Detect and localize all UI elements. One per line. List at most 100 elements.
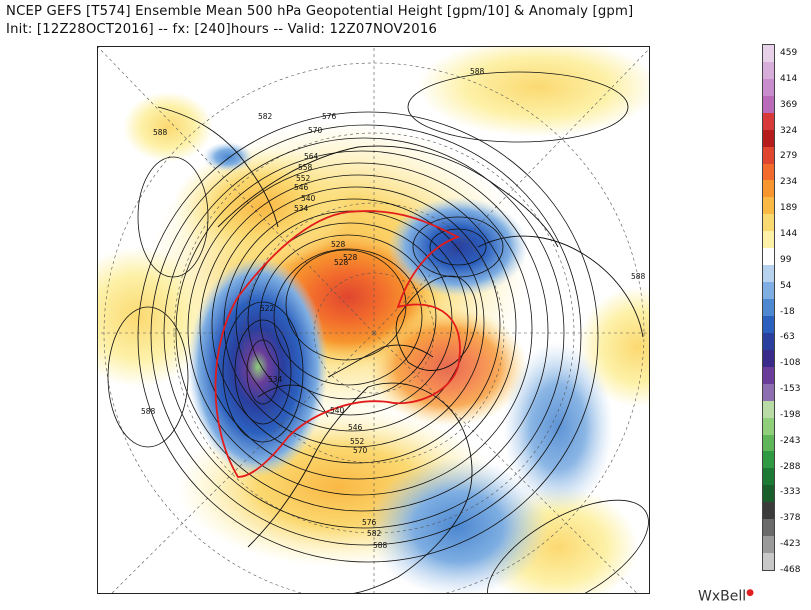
- colorbar-tick-label: -243: [780, 435, 801, 446]
- height-contour: [223, 198, 485, 448]
- chart-title: NCEP GEFS [T574] Ensemble Mean 500 hPa G…: [6, 4, 634, 19]
- brand-name: WxBell: [698, 588, 747, 605]
- meridian: [373, 48, 649, 334]
- height-contour-low: [412, 216, 504, 278]
- colorbar-segment: [763, 112, 774, 131]
- chart-subtitle: Init: [12Z28OCT2016] -- fx: [240]hours -…: [6, 22, 438, 37]
- positive-anomaly-nw: [123, 92, 213, 162]
- contour-label: 522: [260, 304, 275, 313]
- colorbar-segment: [763, 146, 774, 165]
- contour-label: 552: [296, 174, 311, 183]
- colorbar-segment: [763, 282, 774, 300]
- positive-anomaly-north: [418, 47, 649, 137]
- colorbar-segment: [763, 163, 774, 181]
- colorbar-segment: [763, 197, 774, 215]
- colorbar-tick-label: -63: [780, 332, 795, 343]
- europe-outline: [477, 235, 644, 338]
- height-contour: [175, 150, 549, 512]
- eurasia-outline: [217, 145, 559, 248]
- wxbell-logo: WxBell●: [698, 588, 754, 605]
- contour-label: 576: [322, 112, 337, 121]
- greenland-outline: [395, 275, 478, 371]
- colorbar-segment: [763, 468, 774, 486]
- colorbar-tick-label: 234: [780, 177, 798, 188]
- contour-label: 588: [141, 407, 156, 416]
- height-contour-588: [407, 71, 629, 143]
- colorbar-tick-label: 324: [780, 125, 798, 136]
- colorbar-segment: [763, 553, 774, 571]
- contour-label: 528: [343, 253, 358, 262]
- colorbar-segment: [763, 95, 774, 114]
- anomaly-shading: [98, 47, 649, 593]
- colorbar-tick-label: -153: [780, 384, 801, 395]
- contour-label: 540: [330, 406, 345, 415]
- colorbar-segment: [763, 536, 774, 554]
- height-contour-low: [246, 339, 280, 405]
- colorbar-segment: [763, 265, 774, 283]
- contour-label: 534: [268, 375, 283, 384]
- height-contour: [163, 137, 565, 529]
- contour-label: 582: [258, 112, 273, 121]
- colorbar-tick-label: -423: [780, 539, 801, 550]
- colorbar-tick-label: 189: [780, 203, 798, 214]
- height-contour: [211, 186, 501, 464]
- canadian-archipelago: [327, 344, 434, 378]
- height-contour: [273, 248, 423, 386]
- height-contours: [107, 71, 649, 593]
- colorbar-segment: [763, 315, 774, 334]
- height-contour: [137, 111, 599, 563]
- contour-label: 570: [308, 126, 323, 135]
- alaska-outline: [257, 384, 329, 418]
- contour-label: 546: [294, 183, 309, 192]
- contour-label: 582: [367, 529, 382, 538]
- colorbar-segment: [763, 400, 774, 419]
- east-asia-outline: [157, 106, 279, 228]
- colorbar-tick-label: 459: [780, 48, 798, 58]
- colorbar-segment: [763, 299, 774, 317]
- colorbar-segment: [763, 214, 774, 232]
- height-contour-low: [429, 228, 487, 266]
- colorbar-tick-label: -333: [780, 487, 801, 498]
- contour-label: 588: [470, 67, 485, 76]
- meridian: [373, 332, 638, 593]
- colorbar-tick-label: 99: [780, 254, 792, 265]
- colorbar-segment: [763, 366, 774, 385]
- contour-label: 528: [334, 258, 349, 267]
- contour-label: 588: [631, 272, 646, 281]
- colorbar-tick-label: 54: [780, 280, 792, 291]
- height-contour: [150, 124, 582, 546]
- positive-anomaly-west: [98, 247, 213, 387]
- height-contour: [259, 234, 437, 400]
- graticule: [98, 47, 649, 593]
- colorbar-tick-label: 369: [780, 99, 798, 110]
- colorbar-segment: [763, 434, 774, 452]
- colorbar-segment: [763, 502, 774, 520]
- height-contour: [199, 174, 517, 480]
- anomaly-colorbar: [762, 44, 775, 571]
- contour-label: 558: [298, 163, 313, 172]
- contour-label: 588: [153, 128, 168, 137]
- negative-anomaly-east-atlantic: [503, 342, 613, 512]
- colorbar-segment: [763, 485, 774, 503]
- contour-label: 540: [301, 194, 316, 203]
- colorbar-segment: [763, 451, 774, 469]
- contour-label: 552: [350, 437, 365, 446]
- colorbar-segment: [763, 417, 774, 435]
- contour-label: 588: [373, 541, 388, 550]
- height-contour: [187, 162, 533, 496]
- colorbar-segment: [763, 332, 774, 351]
- height-contour-low: [234, 319, 292, 425]
- colorbar-tick-label: -288: [780, 461, 801, 472]
- colorbar-segment: [763, 78, 774, 97]
- contour-label: 564: [304, 152, 319, 161]
- colorbar-segment: [763, 45, 774, 63]
- colorbar-tick-label: 414: [780, 73, 798, 84]
- colorbar-tick-label: -108: [780, 358, 801, 369]
- height-contour-low: [222, 301, 304, 443]
- height-contour-588: [137, 156, 209, 278]
- coastlines: [157, 106, 644, 593]
- contour-label: 528: [331, 240, 346, 249]
- colorbar-segment: [763, 248, 774, 266]
